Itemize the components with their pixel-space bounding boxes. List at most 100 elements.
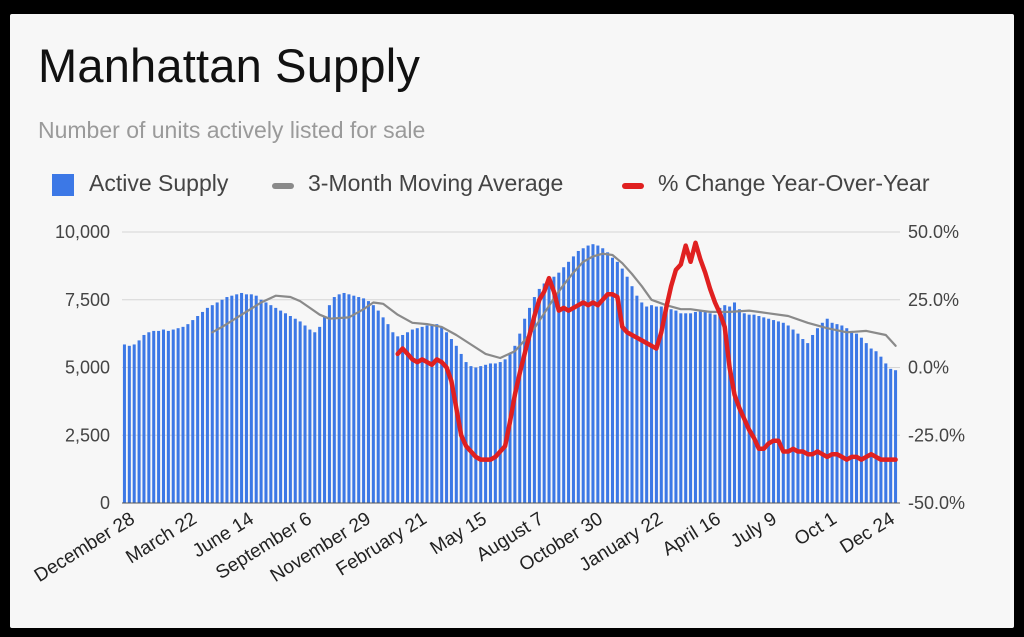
bar [371,305,375,503]
bar [152,330,156,503]
bar [630,286,634,503]
bar [469,366,473,503]
bar [728,306,732,503]
bar [567,261,571,503]
bar [747,314,751,503]
bar [493,363,497,503]
bar [635,295,639,503]
bar [640,302,644,503]
bar [401,334,405,503]
bar [825,318,829,503]
bar [820,322,824,503]
bar [323,316,327,503]
bar [449,339,453,503]
bar [337,294,341,503]
bar [425,325,429,503]
bar [342,292,346,503]
bar [215,302,219,503]
bar [435,324,439,503]
bar [240,292,244,503]
chart-card [10,14,1014,628]
bar [801,339,805,503]
bar [811,334,815,503]
bar [791,329,795,503]
bar [332,297,336,503]
series-line-yoy [395,240,898,462]
bar [879,356,883,503]
bar [596,245,600,504]
bar [166,330,170,503]
bar [186,324,190,503]
bar [201,311,205,503]
x-tick-label: March 22 [122,508,200,568]
y-tick-label-right: 25.0% [908,290,959,310]
bar [464,362,468,503]
bar [864,343,868,503]
bar [894,370,898,503]
bar [366,301,370,503]
bar [254,295,258,503]
bar [220,299,224,503]
x-tick-label: Dec 24 [836,508,899,558]
bar [205,307,209,503]
bar [474,367,478,503]
bar [615,261,619,503]
bar [650,305,654,503]
bar [362,298,366,503]
bar [840,325,844,503]
bar [318,326,322,503]
bar [767,318,771,503]
bar [703,311,707,503]
y-tick-label-left: 5,000 [65,358,110,378]
bar [196,316,200,503]
bar [576,250,580,503]
bar [835,324,839,503]
chart-title: Manhattan Supply [38,39,421,92]
bar [279,310,283,503]
bar [513,345,517,503]
bar [298,321,302,503]
bar [357,297,361,503]
x-tick-label: April 16 [659,508,725,560]
bar [610,257,615,503]
bar [176,328,180,503]
bar [420,326,424,503]
bar [772,320,776,503]
bar [157,330,161,503]
y-tick-label-right: 50.0% [908,222,959,242]
bar [132,344,136,503]
bar [484,364,488,503]
bar [313,332,317,503]
bar [732,302,737,503]
bar [244,294,248,503]
bar [445,332,449,503]
bar [830,322,834,503]
bar [386,324,390,503]
bar [488,363,492,503]
x-tick-label: July 9 [727,508,780,552]
bar [855,333,859,503]
legend-label-active-supply: Active Supply [89,170,229,196]
bar [269,305,273,503]
bar [352,295,356,503]
bar [874,351,878,503]
y-tick-label-left: 0 [100,493,110,513]
bar [127,345,131,503]
bar [591,244,595,503]
bar [347,294,351,503]
y-tick-label-right: -25.0% [908,425,965,445]
bar [405,332,410,503]
bar [562,267,566,503]
bar [850,330,854,503]
bar [542,283,546,503]
bar [679,313,683,503]
bar [654,306,658,503]
bar [645,306,649,503]
bar [713,314,717,503]
bar [845,328,849,503]
bar [498,362,502,503]
bar [620,268,624,503]
bar [762,317,766,503]
bar [869,348,873,503]
